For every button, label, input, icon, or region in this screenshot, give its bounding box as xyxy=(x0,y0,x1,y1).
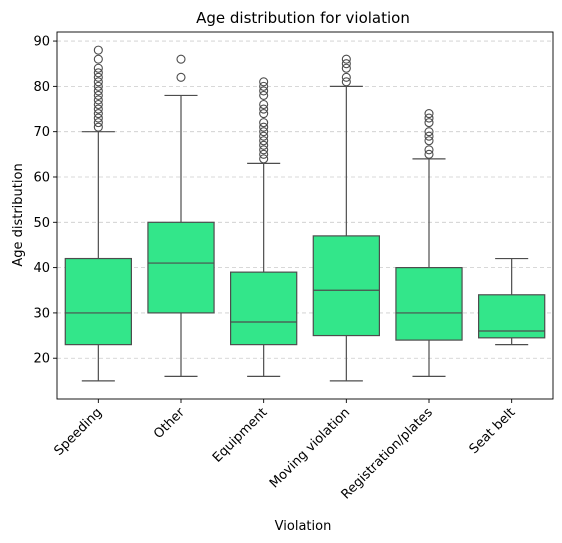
axes-frame xyxy=(56,31,554,400)
outlier-point xyxy=(93,54,103,64)
outlier-point xyxy=(176,54,186,64)
box-iqr xyxy=(312,235,380,337)
outlier-point xyxy=(259,122,269,132)
box-iqr xyxy=(64,257,133,346)
outlier-point xyxy=(93,109,103,119)
y-tick-label: 70 xyxy=(33,125,50,140)
outlier-point xyxy=(93,63,103,73)
outlier-point xyxy=(341,63,351,73)
outlier-point xyxy=(93,118,103,128)
x-tick-label: Moving violation xyxy=(267,405,353,491)
outlier-point xyxy=(424,127,434,137)
outlier-point xyxy=(341,72,351,82)
outlier-point xyxy=(341,54,351,64)
y-tick-label: 30 xyxy=(33,306,50,321)
x-axis-label: Violation xyxy=(275,519,332,534)
x-tick-label: Registration/plates xyxy=(339,405,436,502)
plot-area: 20 30 40 50 60 70 80 90 Speeding Other EquipmentMo… xyxy=(33,31,554,502)
box-iqr xyxy=(147,221,215,314)
x-tick-label: Equipment xyxy=(210,405,271,466)
outlier-point xyxy=(259,136,269,146)
x-tick-label: Seat belt xyxy=(467,405,519,457)
outlier-point xyxy=(93,81,103,91)
outlier-point xyxy=(259,154,269,164)
outlier-point xyxy=(424,131,434,141)
outlier-point xyxy=(93,86,103,96)
box-iqr xyxy=(230,271,298,346)
box-iqr xyxy=(395,267,463,341)
outlier-point xyxy=(93,90,103,100)
chart-title: Age distribution for violation xyxy=(196,9,410,27)
outlier-point xyxy=(93,113,103,123)
outlier-point xyxy=(93,99,103,110)
y-tick-label: 20 xyxy=(33,352,50,367)
outlier-point xyxy=(93,77,103,87)
outlier-point xyxy=(93,95,103,105)
outlier-point xyxy=(259,131,269,141)
outlier-point xyxy=(424,136,434,146)
y-tick-label: 50 xyxy=(33,216,50,231)
outlier-point xyxy=(259,127,269,137)
outlier-point xyxy=(93,68,103,78)
outlier-point xyxy=(259,77,269,87)
outlier-point xyxy=(259,145,269,155)
y-axis-label: Age distribution xyxy=(11,163,26,266)
outlier-point xyxy=(259,118,269,128)
outlier-point xyxy=(176,72,186,82)
outlier-point xyxy=(424,145,434,155)
x-tick-label: Speeding xyxy=(52,405,106,459)
outlier-point xyxy=(259,140,269,150)
outlier-point xyxy=(93,104,103,114)
outlier-point xyxy=(424,113,434,123)
outlier-point xyxy=(259,109,269,119)
outlier-point xyxy=(259,81,269,91)
outlier-point xyxy=(341,59,351,69)
y-tick-label: 40 xyxy=(33,261,50,276)
outlier-point xyxy=(93,45,103,55)
outlier-point xyxy=(424,109,434,119)
outlier-point xyxy=(259,90,269,100)
outlier-point xyxy=(259,149,269,159)
outlier-point xyxy=(259,104,269,114)
outlier-point xyxy=(424,149,434,159)
outlier-point xyxy=(259,99,269,110)
y-tick-label: 80 xyxy=(33,80,50,95)
outlier-point xyxy=(424,118,434,128)
y-tick-label: 60 xyxy=(33,170,50,185)
outlier-point xyxy=(341,77,351,87)
y-tick-label: 90 xyxy=(33,35,50,50)
outlier-point xyxy=(259,86,269,96)
outlier-point xyxy=(93,122,103,132)
x-tick-label: Other xyxy=(151,405,188,442)
outlier-point xyxy=(93,72,103,82)
